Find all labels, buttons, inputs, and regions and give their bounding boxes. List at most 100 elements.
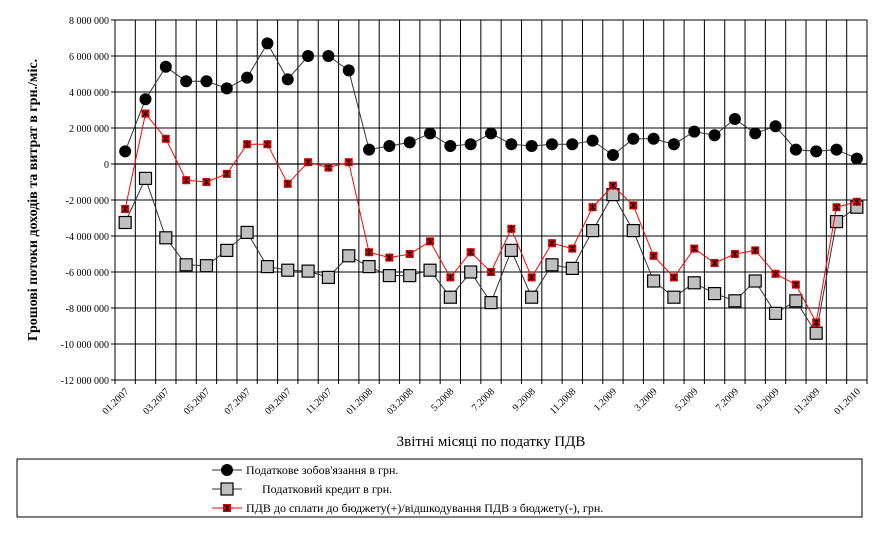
circle-marker [281, 73, 294, 86]
star-marker-cross [406, 250, 414, 258]
circle-marker [708, 129, 721, 142]
circle-marker [363, 143, 376, 156]
circle-marker [606, 149, 619, 161]
circle-marker [119, 145, 132, 158]
circle-marker [424, 127, 437, 140]
star-marker-cross [365, 248, 373, 257]
square-marker [443, 290, 457, 304]
star-marker-cross [731, 250, 739, 258]
x-tick-label: 03.2008 [385, 386, 416, 417]
square-marker [789, 294, 803, 308]
square-marker [707, 287, 722, 301]
square-marker [179, 258, 193, 272]
star-marker-cross [629, 201, 637, 210]
y-tick-label: 6 000 000 [69, 52, 109, 63]
square-marker [159, 231, 173, 245]
star-marker-cross [284, 179, 292, 188]
circle-marker [647, 132, 660, 145]
y-tick-label: -4 000 000 [66, 232, 109, 243]
x-tick-label: 7.2009 [714, 386, 741, 413]
square-marker [321, 270, 336, 284]
x-tick-labels: 01.2007 03.2007 05.2007 07.2007 09.2007 11.20… [101, 386, 863, 417]
circle-marker [322, 50, 335, 62]
square-marker [464, 265, 478, 279]
circle-marker [545, 138, 558, 151]
x-tick-label: 07.2007 [222, 386, 253, 417]
star-marker-cross [446, 273, 454, 282]
circle-marker [139, 93, 152, 106]
circle-marker [180, 75, 193, 88]
x-tick-label: 09.2007 [263, 386, 294, 417]
circle-marker [586, 134, 599, 147]
y-tick-label: -2 000 000 [66, 196, 109, 207]
square-marker [484, 296, 498, 310]
legend-label: Податкове зобов'язання в грн. [246, 463, 398, 477]
square-marker [199, 259, 214, 273]
star-marker-cross [243, 140, 251, 149]
circle-marker [200, 75, 213, 88]
x-tick-label: 01.2010 [832, 386, 863, 417]
square-marker [667, 290, 681, 304]
legend-item: Податкове зобов'язання в грн. [212, 463, 398, 477]
circle-marker [749, 127, 762, 140]
x-tick-label: 01.2007 [101, 386, 132, 417]
square-marker [525, 290, 539, 304]
square-marker [301, 264, 315, 278]
circle-marker [789, 143, 802, 156]
star-marker-cross [325, 163, 332, 172]
y-tick-label: 2 000 000 [69, 124, 109, 135]
square-marker [362, 260, 376, 274]
x-tick-label: 01.2008 [344, 386, 375, 417]
star-marker-cross [223, 169, 231, 178]
square-marker [138, 171, 153, 185]
circle-marker [342, 64, 355, 77]
star-marker-cross [142, 109, 149, 118]
x-tick-label: 3.2009 [632, 386, 659, 413]
square-marker [240, 225, 254, 239]
square-marker [260, 260, 275, 274]
circle-marker [688, 125, 701, 138]
star-marker-cross [203, 178, 210, 186]
x-tick-label: 11.2009 [792, 386, 823, 417]
circle-marker [383, 140, 396, 152]
square-marker [281, 263, 295, 277]
x-tick-label: 9.2009 [754, 386, 781, 413]
series-group [118, 37, 864, 340]
legend-label: ПДВ до сплати до бюджету(+)/відшкодуванн… [246, 501, 603, 515]
star-marker-cross [690, 244, 698, 253]
star-marker-cross [812, 318, 820, 327]
legend: Податкове зобов'язання в грн. Податковий … [212, 463, 603, 515]
x-tick-label: 1.2009 [592, 386, 619, 413]
circle-marker [667, 138, 680, 151]
x-tick-label: 7.2008 [470, 386, 497, 413]
square-marker [382, 269, 396, 283]
circle-marker [810, 145, 823, 158]
square-marker [423, 263, 437, 277]
circle-marker [220, 82, 233, 95]
circle-marker [261, 37, 274, 50]
x-tick-label: 05.2007 [182, 386, 213, 417]
star-marker-cross [426, 237, 434, 246]
square-marker [809, 326, 823, 340]
legend-item: Податковий кредит в грн. [212, 482, 392, 496]
star-marker-cross [650, 251, 657, 260]
star-marker-cross [772, 269, 779, 278]
star-marker-cross [223, 504, 231, 512]
x-tick-label: 9.2008 [511, 386, 538, 413]
square-marker [728, 294, 742, 308]
legend-item: ПДВ до сплати до бюджету(+)/відшкодуванн… [212, 501, 603, 515]
star-marker-cross [670, 273, 678, 282]
circle-marker [566, 138, 579, 151]
star-marker-cross [528, 273, 536, 282]
square-marker [504, 243, 518, 257]
y-tick-label: -12 000 000 [61, 376, 109, 387]
square-marker [220, 243, 234, 257]
square-marker [403, 269, 417, 283]
circle-marker [850, 152, 863, 165]
square-marker [687, 276, 701, 290]
star-marker-cross [507, 224, 515, 233]
circle-marker [830, 143, 843, 156]
star-marker-cross [711, 259, 718, 267]
x-tick-label: 11.2008 [548, 386, 579, 417]
